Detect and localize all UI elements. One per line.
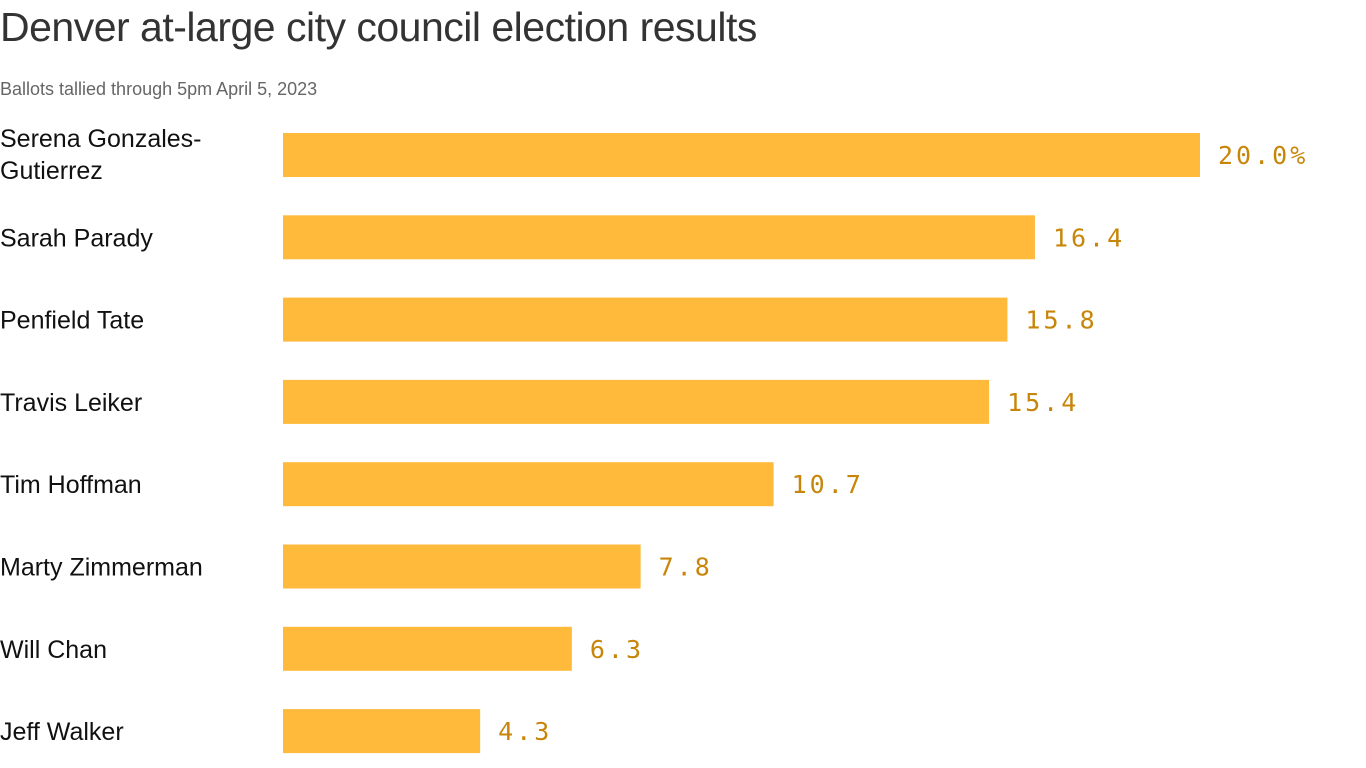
category-label-line: Will Chan xyxy=(0,636,107,664)
bar xyxy=(283,297,1008,342)
bar-row: Sarah Parady 16.4 xyxy=(0,215,1125,260)
category-label-line: Travis Leiker xyxy=(0,389,142,417)
chart-title: Denver at-large city council election re… xyxy=(0,4,757,50)
category-label-line: Sarah Parady xyxy=(0,224,153,252)
bar xyxy=(283,379,990,424)
category-label-line: Marty Zimmerman xyxy=(0,554,203,582)
bar xyxy=(283,709,481,754)
bar xyxy=(283,544,641,589)
category-label-line: Penfield Tate xyxy=(0,307,144,335)
value-label: 16.4 xyxy=(1053,223,1125,252)
bar-row: Penfield Tate 15.8 xyxy=(0,297,1097,342)
chart-subtitle: Ballots tallied through 5pm April 5, 202… xyxy=(0,79,318,99)
category-label: Travis Leiker xyxy=(0,389,142,417)
bar-row: Travis Leiker 15.4 xyxy=(0,379,1079,424)
category-label: Penfield Tate xyxy=(0,307,144,335)
category-label: Sarah Parady xyxy=(0,224,153,252)
category-label: Marty Zimmerman xyxy=(0,554,203,582)
bar xyxy=(283,462,774,507)
bar-row: Will Chan 6.3 xyxy=(0,626,644,671)
bar-row: Marty Zimmerman 7.8 xyxy=(0,544,713,589)
bar xyxy=(283,626,572,671)
value-label: 15.4 xyxy=(1007,388,1079,417)
category-label: Jeff Walker xyxy=(0,718,124,746)
value-label: 20.0% xyxy=(1218,141,1308,170)
category-label-line: Tim Hoffman xyxy=(0,471,142,499)
category-label-line: Serena Gonzales- xyxy=(0,125,202,153)
bar xyxy=(283,133,1200,177)
bar xyxy=(283,215,1035,260)
category-label: Serena Gonzales- Gutierrez xyxy=(0,125,202,185)
value-label: 15.8 xyxy=(1025,306,1097,335)
bar-row: Tim Hoffman 10.7 xyxy=(0,462,864,507)
value-label: 10.7 xyxy=(792,470,864,499)
bar-row: Serena Gonzales- Gutierrez 20.0% xyxy=(0,125,1308,185)
category-label-line: Jeff Walker xyxy=(0,718,124,746)
value-label: 4.3 xyxy=(498,717,552,746)
category-label-line: Gutierrez xyxy=(0,157,103,185)
category-label: Tim Hoffman xyxy=(0,471,142,499)
value-label: 6.3 xyxy=(590,635,644,664)
category-label: Will Chan xyxy=(0,636,107,664)
value-label: 7.8 xyxy=(659,553,713,582)
bar-row: Jeff Walker 4.3 xyxy=(0,709,552,754)
